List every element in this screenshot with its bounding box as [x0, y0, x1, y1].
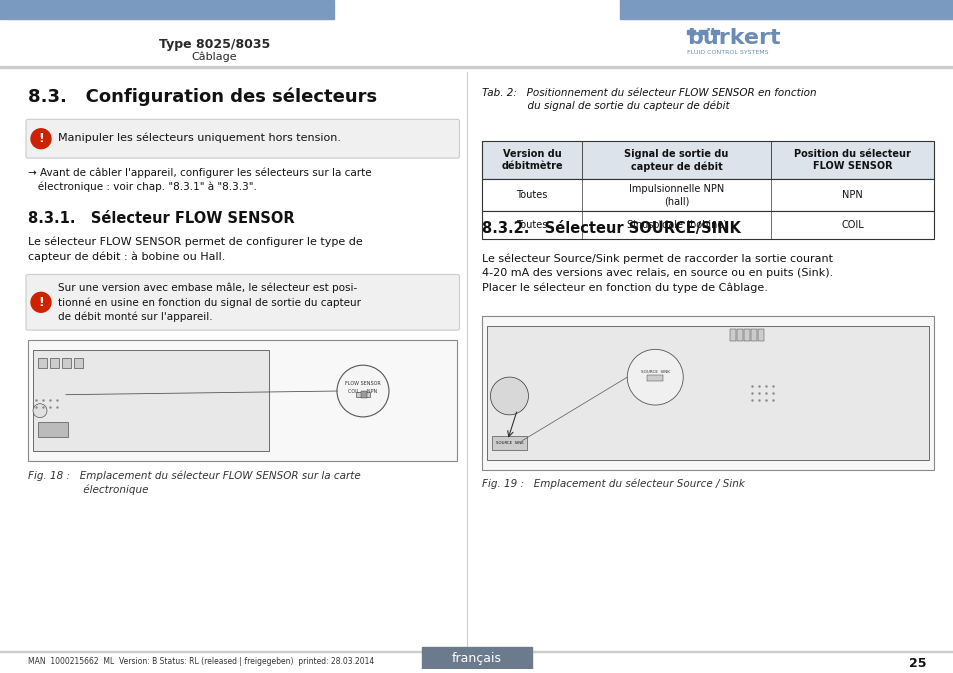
FancyBboxPatch shape	[26, 275, 459, 330]
Bar	[28, 340, 457, 462]
Bar	[751, 329, 756, 341]
Text: Fig. 19 :   Emplacement du sélecteur Source / Sink: Fig. 19 : Emplacement du sélecteur Sourc…	[482, 479, 744, 489]
Text: bürkert: bürkert	[686, 28, 780, 48]
Text: 25: 25	[907, 658, 925, 670]
Bar	[482, 211, 933, 239]
FancyBboxPatch shape	[26, 119, 459, 158]
Text: FLOW SENSOR: FLOW SENSOR	[345, 381, 380, 386]
Text: Sur une version avec embase mâle, le sélecteur est posi-
tionné en usine en fonc: Sur une version avec embase mâle, le sél…	[58, 283, 360, 322]
Text: français: français	[452, 652, 501, 665]
Bar	[699, 30, 706, 34]
Text: SOURCE  SINK: SOURCE SINK	[640, 370, 669, 374]
Bar	[50, 358, 59, 368]
Text: Fig. 18 :   Emplacement du sélecteur FLOW SENSOR sur la carte
                 é: Fig. 18 : Emplacement du sélecteur FLOW …	[28, 470, 360, 495]
Text: Version du
débitmètre: Version du débitmètre	[500, 149, 562, 172]
Bar	[482, 141, 933, 179]
Text: COIL     NPN: COIL NPN	[348, 388, 377, 394]
Text: 8.3.   Configuration des sélecteurs: 8.3. Configuration des sélecteurs	[28, 87, 376, 106]
Text: SOURCE  SINK: SOURCE SINK	[496, 441, 523, 445]
Bar	[619, 0, 953, 19]
Text: !: !	[38, 295, 44, 308]
Circle shape	[30, 129, 51, 149]
Circle shape	[490, 377, 528, 415]
Text: Type 8025/8035: Type 8025/8035	[159, 38, 270, 50]
Bar	[730, 329, 735, 341]
Bar	[487, 326, 928, 460]
Bar	[492, 435, 527, 450]
Text: Impulsionnelle NPN
(hall): Impulsionnelle NPN (hall)	[628, 184, 723, 206]
Text: Sinusoïdale (bobine): Sinusoïdale (bobine)	[626, 220, 726, 229]
Text: Toutes: Toutes	[516, 220, 547, 229]
Bar	[33, 350, 269, 452]
Bar	[758, 329, 763, 341]
Text: Toutes: Toutes	[516, 190, 547, 200]
Text: 8.3.2.   Sélecteur SOURCE/SINK: 8.3.2. Sélecteur SOURCE/SINK	[482, 221, 740, 236]
Text: Position du sélecteur
FLOW SENSOR: Position du sélecteur FLOW SENSOR	[794, 149, 910, 172]
Text: Le sélecteur Source/Sink permet de raccorder la sortie courant
4-20 mA des versi: Le sélecteur Source/Sink permet de racco…	[482, 254, 833, 293]
Text: FLUID CONTROL SYSTEMS: FLUID CONTROL SYSTEMS	[686, 50, 767, 55]
Text: → Avant de câbler l'appareil, configurer les sélecteurs sur la carte
   électron: → Avant de câbler l'appareil, configurer…	[28, 167, 372, 192]
Text: Le sélecteur FLOW SENSOR permet de configurer le type de
capteur de débit : à bo: Le sélecteur FLOW SENSOR permet de confi…	[28, 237, 362, 262]
Bar	[74, 358, 83, 368]
Text: NPN: NPN	[841, 190, 862, 200]
Bar	[0, 0, 334, 19]
Text: Tab. 2:   Positionnement du sélecteur FLOW SENSOR en fonction
              du s: Tab. 2: Positionnement du sélecteur FLOW…	[482, 87, 816, 112]
Text: Câblage: Câblage	[192, 52, 237, 62]
Circle shape	[336, 365, 389, 417]
Bar	[743, 329, 749, 341]
Circle shape	[626, 349, 682, 405]
Bar	[482, 316, 933, 470]
Bar	[38, 421, 68, 437]
Bar	[646, 375, 662, 381]
Bar	[355, 392, 370, 397]
Bar	[482, 179, 933, 211]
Bar	[360, 391, 367, 398]
Text: Signal de sortie du
capteur de débit: Signal de sortie du capteur de débit	[624, 149, 728, 172]
Circle shape	[30, 292, 51, 312]
Circle shape	[33, 404, 47, 418]
Text: !: !	[38, 132, 44, 145]
Bar	[421, 647, 532, 669]
Bar	[686, 30, 694, 34]
Bar	[62, 358, 71, 368]
Bar	[710, 30, 719, 34]
Text: COIL: COIL	[841, 220, 863, 229]
Text: 8.3.1.   Sélecteur FLOW SENSOR: 8.3.1. Sélecteur FLOW SENSOR	[28, 211, 294, 226]
Text: Manipuler les sélecteurs uniquement hors tension.: Manipuler les sélecteurs uniquement hors…	[58, 133, 340, 143]
Bar	[737, 329, 742, 341]
Text: MAN  1000215662  ML  Version: B Status: RL (released | freigegeben)  printed: 28: MAN 1000215662 ML Version: B Status: RL …	[28, 658, 374, 666]
Bar	[38, 358, 47, 368]
